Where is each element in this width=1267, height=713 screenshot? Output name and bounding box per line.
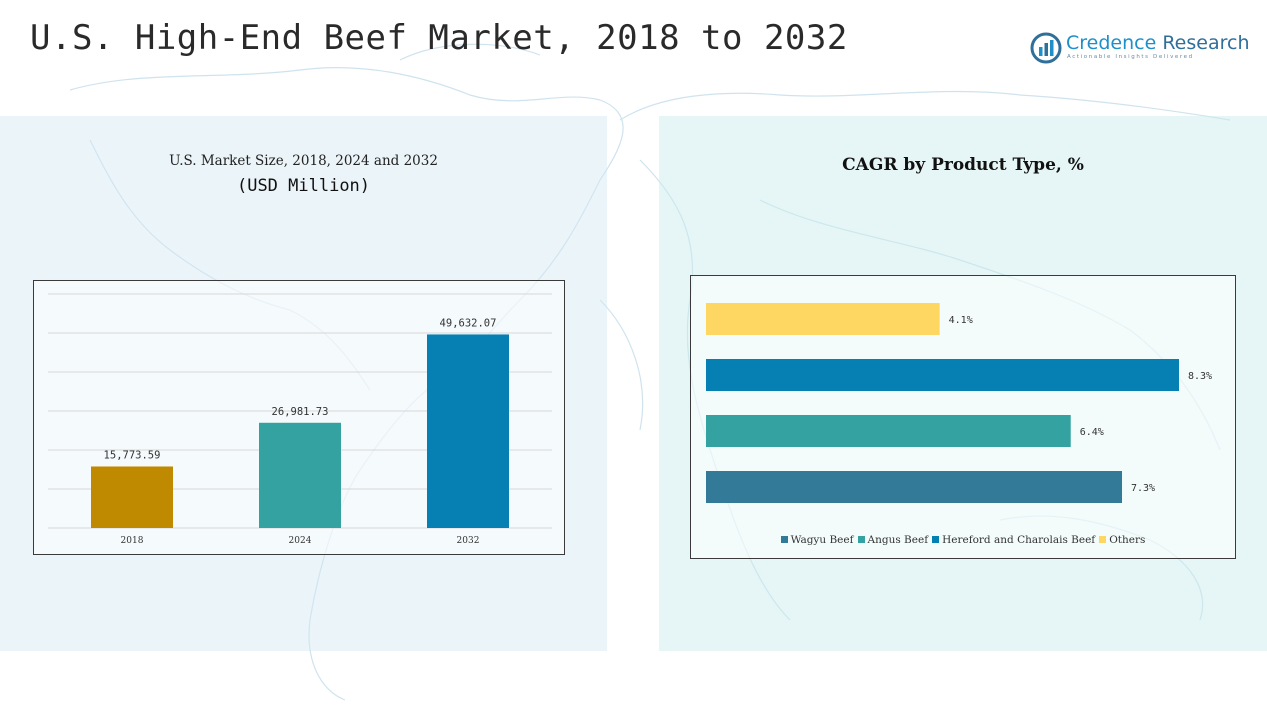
bar-2018 [91,466,173,528]
legend-item: Others [1099,534,1145,546]
data-label-2024: 26,981.73 [272,406,329,418]
market-size-bar-chart: 15,773.59 2018 26,981.73 2024 49,632.07 2032 [48,293,552,546]
data-label-wagyu-beef: 7.3% [1131,483,1155,494]
legend-swatch [857,536,865,543]
bar-hereford-and-charolais-beef [706,359,1179,391]
bar-others [706,303,940,335]
cagr-bar-chart: 4.1% 8.3% 6.4% 7.3% [706,303,1212,503]
brand-name-part2: Research [1162,32,1250,54]
cagr-chart: 4.1% 8.3% 6.4% 7.3% Wagyu Beef Angus Beef Her… [690,275,1236,559]
brand-name: Credence Research [1066,32,1249,54]
legend-item: Wagyu Beef [780,534,854,546]
legend-swatch [780,536,788,543]
brand-tagline: Actionable Insights Delivered [1067,54,1194,60]
market-size-title: U.S. Market Size, 2018, 2024 and 2032 [169,153,438,169]
legend-swatch [932,536,940,543]
bar-2032 [427,334,509,528]
legend-item: Hereford and Charolais Beef [932,534,1095,546]
market-size-unit: (USD Million) [236,176,371,196]
data-label-2018: 15,773.59 [104,449,161,461]
bar-angus-beef [706,415,1071,447]
legend-item: Angus Beef [857,534,929,546]
data-label-hereford-and-charolais-beef: 8.3% [1188,371,1212,382]
cagr-legend: Wagyu Beef Angus Beef Hereford and Charola… [691,534,1235,546]
data-label-others: 4.1% [949,315,973,326]
page-title: U.S. High-End Beef Market, 2018 to 2032 [30,18,848,58]
cagr-title: CAGR by Product Type, % [842,155,1084,175]
brand-logo: Credence Research Actionable Insights De… [1030,30,1249,66]
data-label-angus-beef: 6.4% [1080,427,1104,438]
legend-label: Wagyu Beef [790,534,854,546]
legend-label: Angus Beef [867,534,929,546]
legend-label: Others [1109,534,1146,546]
legend-label: Hereford and Charolais Beef [942,534,1096,546]
bar-chart-circle-icon [1030,32,1062,64]
data-label-2032: 49,632.07 [440,317,497,329]
x-tick-2018: 2018 [121,536,144,546]
bar-2024 [259,422,341,528]
bar-wagyu-beef [706,471,1123,503]
market-size-chart: 15,773.59 2018 26,981.73 2024 49,632.07 2032 [33,280,565,555]
x-tick-2032: 2032 [457,536,480,546]
legend-swatch [1099,536,1107,543]
x-tick-2024: 2024 [289,536,312,546]
brand-name-part1: Credence [1066,32,1157,54]
